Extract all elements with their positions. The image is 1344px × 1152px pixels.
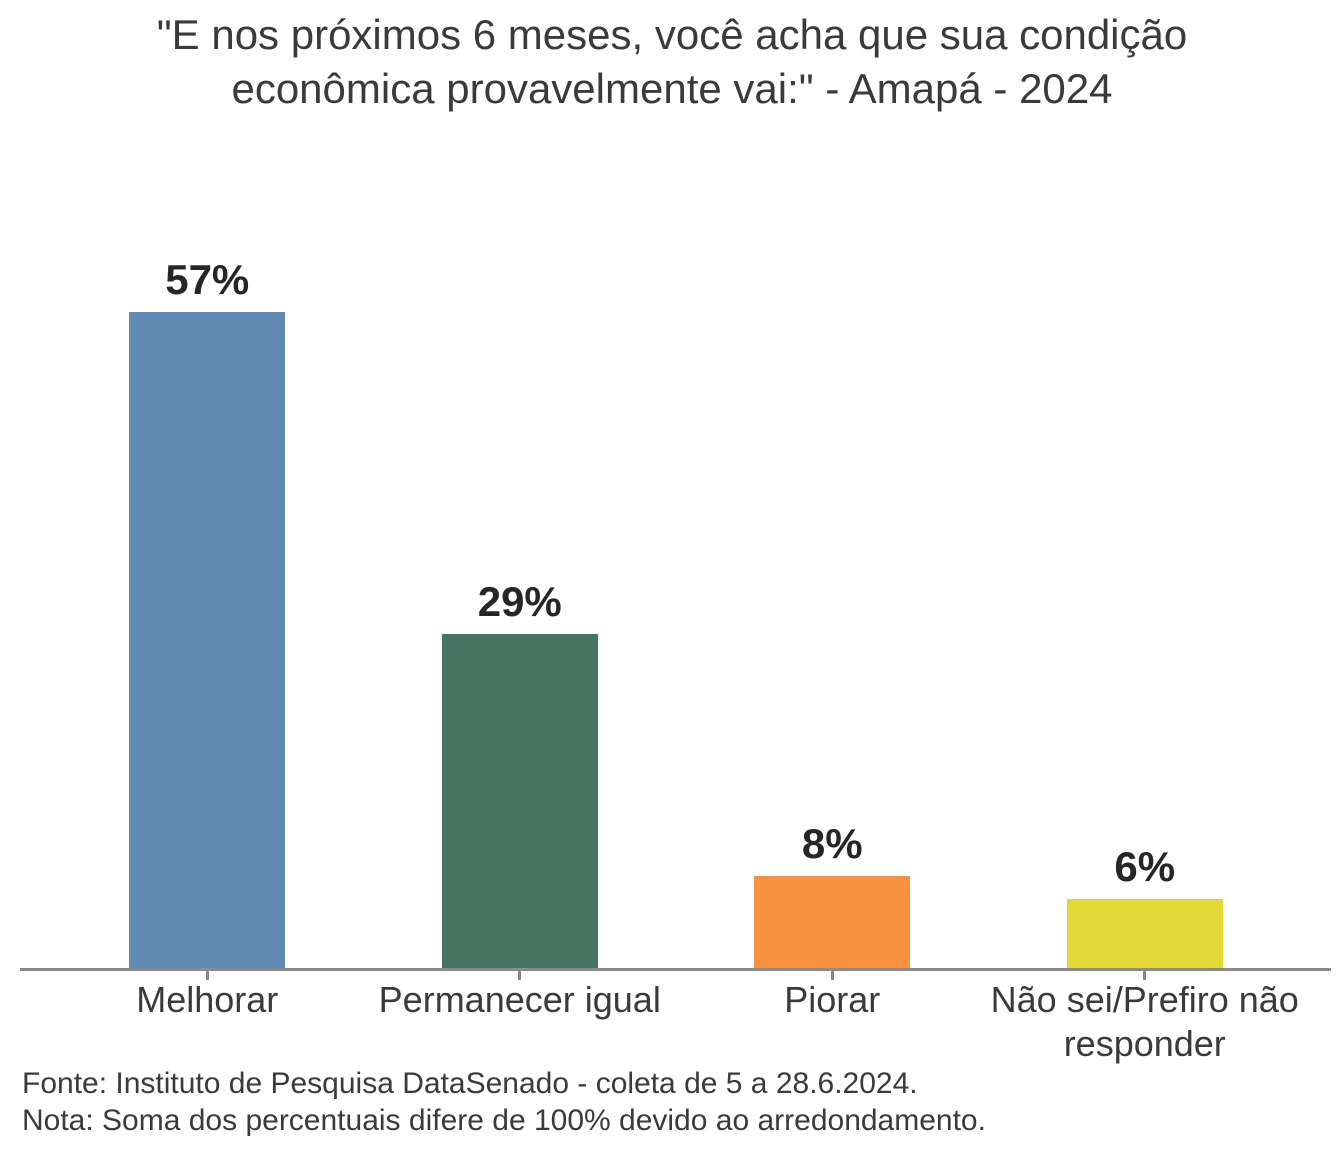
tick-column: [989, 971, 1302, 980]
tick-column: [676, 971, 989, 980]
rounding-note: Nota: Soma dos percentuais difere de 100…: [22, 1103, 986, 1137]
tick-column: [51, 971, 364, 980]
axis-tick: [1143, 971, 1147, 980]
tick-column: [364, 971, 677, 980]
x-axis-label-permanecer-igual: Permanecer igual: [378, 979, 661, 1020]
bar-melhorar: [129, 312, 286, 968]
axis-tick: [518, 971, 522, 980]
bar-piorar: [754, 876, 911, 968]
bar-value-label: 6%: [1114, 842, 1176, 890]
bar-permanecer-igual: [441, 634, 598, 968]
x-axis-label-n-o-sei-prefiro-n-o-responder: Não sei/Prefiro não responder: [990, 979, 1299, 1064]
bar-column-n-o-sei-prefiro-n-o-responder: 6%: [989, 842, 1302, 968]
bar-column-melhorar: 57%: [51, 255, 364, 968]
bar-value-label: 29%: [477, 577, 562, 625]
x-axis-line: [20, 968, 1331, 971]
bar-column-permanecer-igual: 29%: [364, 577, 677, 968]
x-axis-label-piorar: Piorar: [784, 979, 881, 1020]
axis-tick: [205, 971, 209, 980]
bar-column-piorar: 8%: [676, 819, 989, 968]
x-axis-label-melhorar: Melhorar: [136, 979, 279, 1020]
x-axis-ticks: [51, 971, 1301, 980]
bar-n-o-sei-prefiro-n-o-responder: [1066, 899, 1223, 968]
source-note: Fonte: Instituto de Pesquisa DataSenado …: [22, 1067, 918, 1100]
bar-value-label: 8%: [801, 819, 863, 867]
bar-value-label: 57%: [165, 255, 250, 303]
chart-notes: Fonte: Instituto de Pesquisa DataSenado …: [22, 1066, 986, 1139]
x-axis-labels: Melhorar Permanecer igual Piorar Não sei/Pr…: [51, 978, 1301, 1066]
axis-tick: [830, 971, 834, 980]
chart-title: "E nos próximos 6 meses, você acha que s…: [156, 11, 1188, 112]
bars-row: 57% 29% 8% 6%: [51, 240, 1301, 968]
